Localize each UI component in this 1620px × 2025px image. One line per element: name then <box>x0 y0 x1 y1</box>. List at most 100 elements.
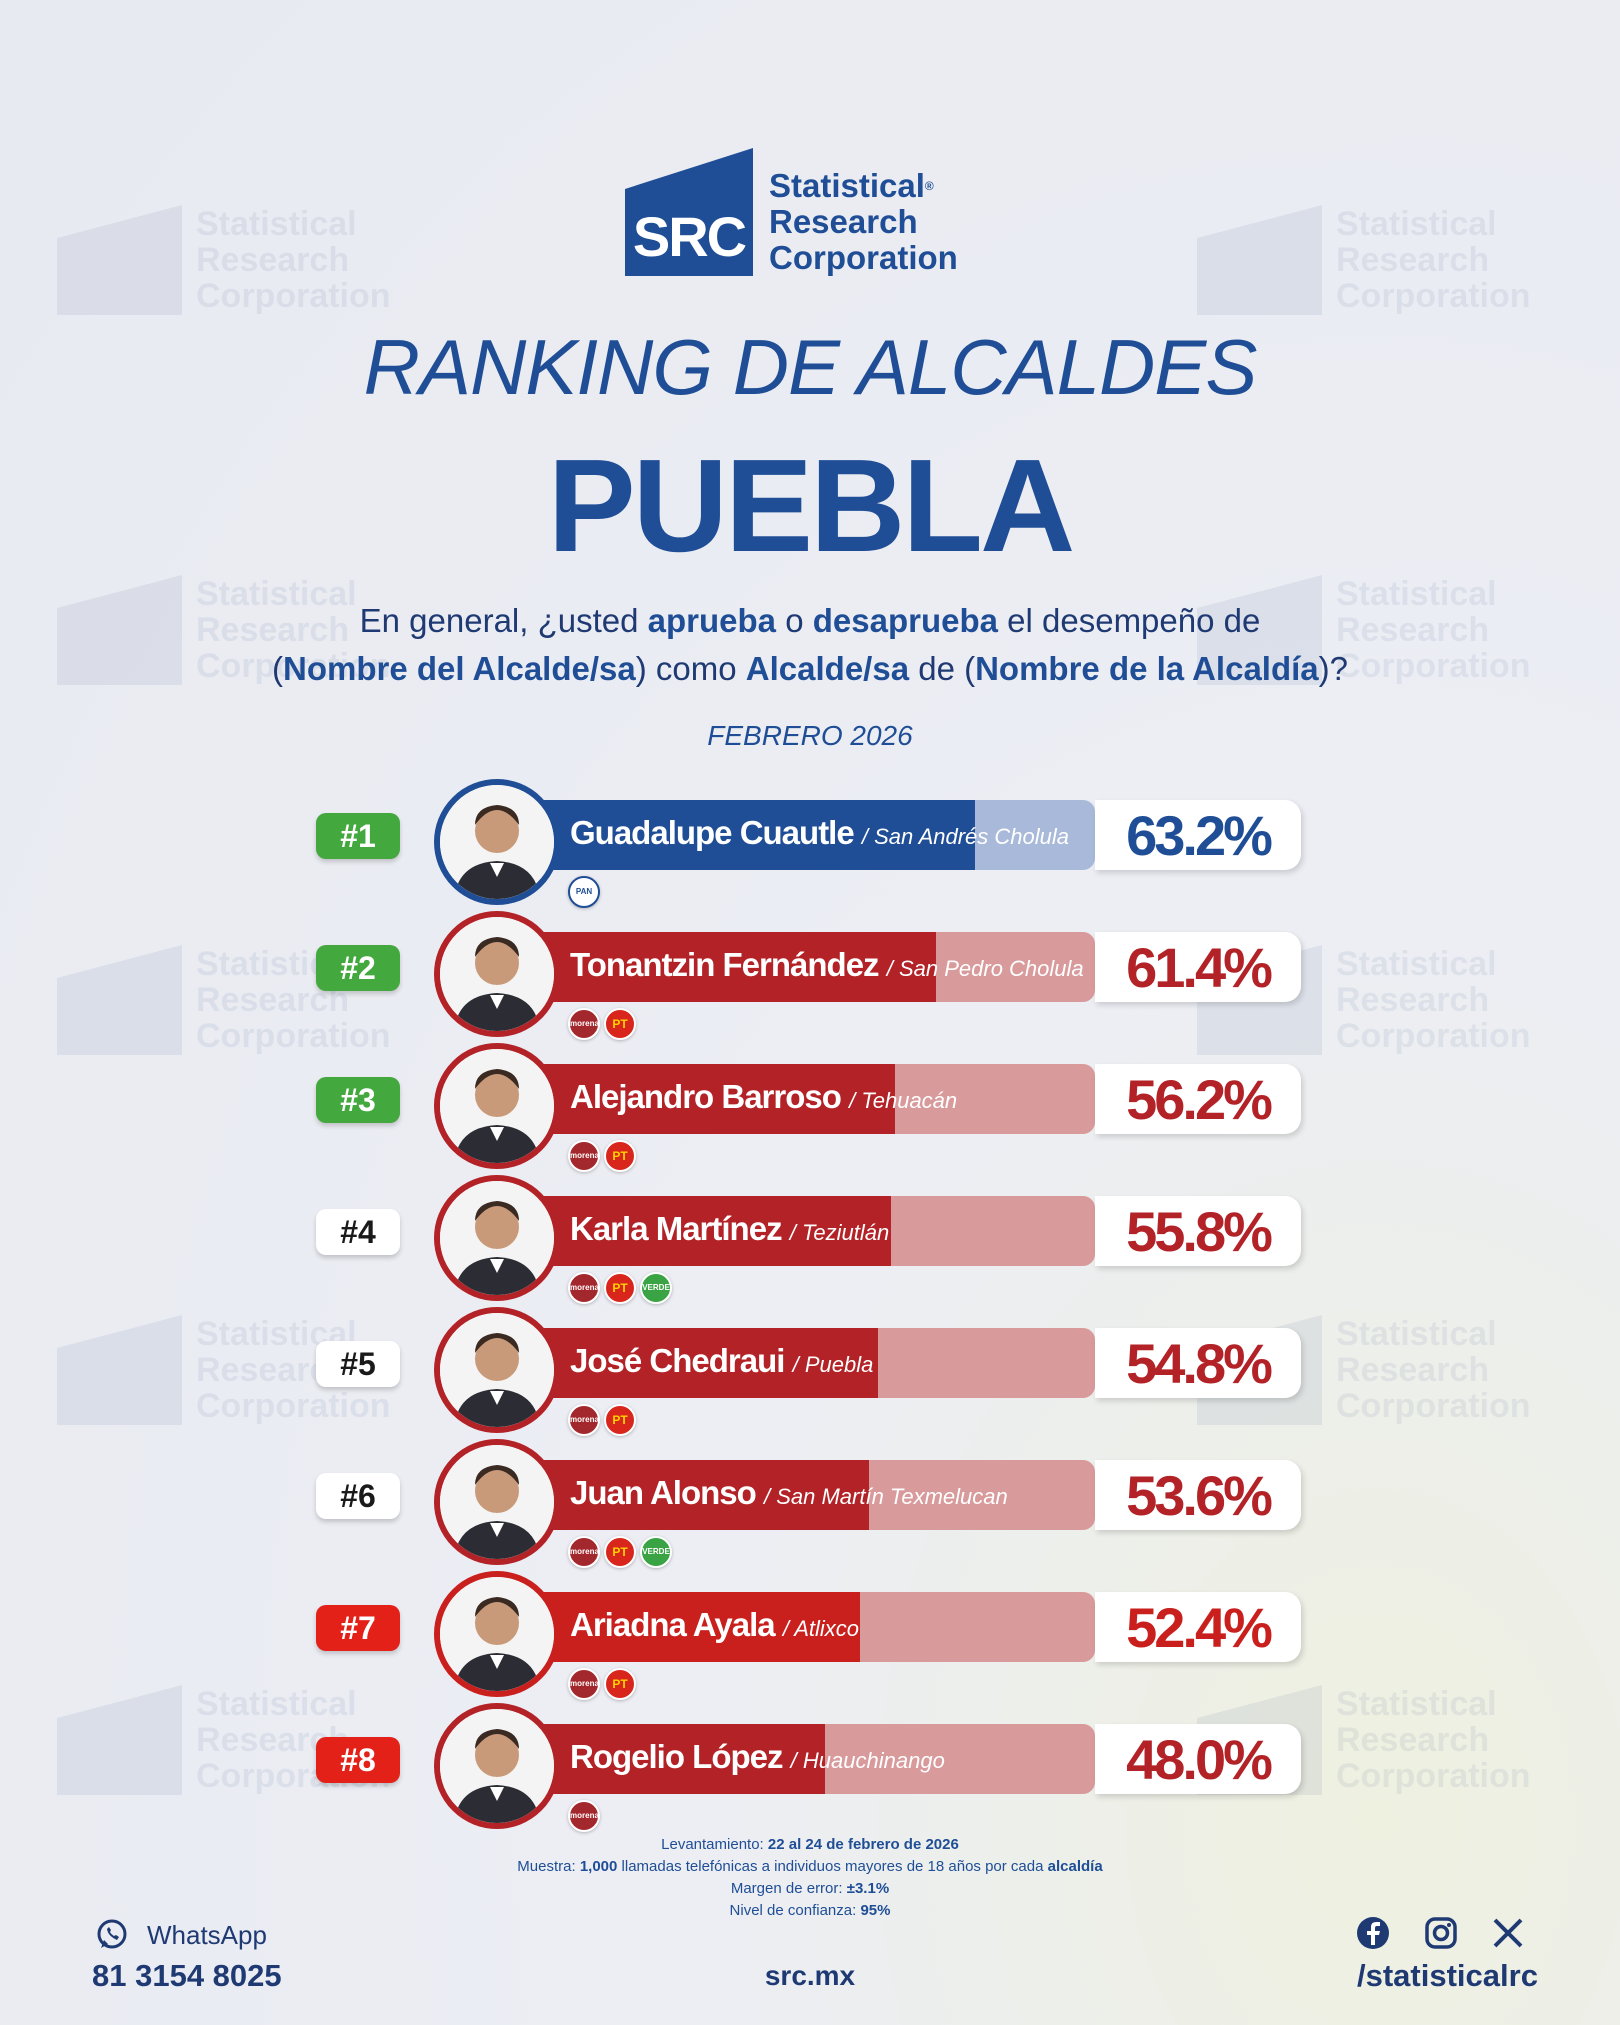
watermark: Statistical Research Corporation <box>1197 575 1531 685</box>
approval-bar: Rogelio López / Huauchinango <box>480 1724 1095 1794</box>
mayor-photo <box>434 911 560 1037</box>
approval-percent: 54.8% <box>1095 1328 1301 1398</box>
mayor-photo <box>434 1175 560 1301</box>
mayor-name-line: Guadalupe Cuautle / San Andrés Cholula <box>570 814 1069 851</box>
approval-percent: 53.6% <box>1095 1460 1301 1530</box>
approval-percent: 56.2% <box>1095 1064 1301 1134</box>
mayor-name-line: Ariadna Ayala / Atlixco <box>570 1606 860 1643</box>
approval-bar: Ariadna Ayala / Atlixco <box>480 1592 1095 1662</box>
rank-badge: #8 <box>316 1737 400 1783</box>
website-link[interactable]: src.mx <box>764 1960 856 1991</box>
mayor-name: Guadalupe Cuautle <box>570 814 855 851</box>
municipality: Teziutlán <box>801 1220 890 1245</box>
mayor-name-line: José Chedraui / Puebla <box>570 1342 874 1379</box>
party-logos: morena PT <box>568 1008 636 1040</box>
ranking-row: #7 Ariadna Ayala / Atlixco 52.4% morena PT <box>0 1562 1620 1700</box>
party-logos: morena PT <box>568 1404 636 1436</box>
instagram-icon[interactable] <box>1424 1916 1458 1950</box>
ranking-row: #4 Karla Martínez / Teziutlán 55.8% morena P… <box>0 1166 1620 1304</box>
watermark: Statistical Research Corporation <box>1197 1685 1531 1795</box>
whatsapp-contact[interactable]: WhatsApp <box>95 1918 267 1952</box>
rank-badge: #3 <box>316 1077 400 1123</box>
x-icon[interactable] <box>1492 1917 1524 1949</box>
phone-number[interactable]: 81 3154 8025 <box>92 1958 282 1993</box>
party-morena-icon: morena <box>568 1008 600 1040</box>
mayor-photo <box>434 1703 560 1829</box>
approval-percent: 61.4% <box>1095 932 1301 1002</box>
mayor-name-line: Rogelio López / Huauchinango <box>570 1738 945 1775</box>
mayor-photo <box>434 1439 560 1565</box>
party-logos: morena PT <box>568 1668 636 1700</box>
mayor-name: Tonantzin Fernández <box>570 946 880 983</box>
party-logos: PAN <box>568 876 600 908</box>
ranking-row: #6 Juan Alonso / San Martín Texmelucan 53.… <box>0 1430 1620 1568</box>
party-logos: morena PT VERDE <box>568 1536 672 1568</box>
brand-name: Statistical® Research Corporation <box>769 167 958 276</box>
mayor-photo <box>434 779 560 905</box>
approval-bar: Juan Alonso / San Martín Texmelucan <box>480 1460 1095 1530</box>
ranking-row: #8 Rogelio López / Huauchinango 48.0% moren… <box>0 1694 1620 1832</box>
municipality: San Martín Texmelucan <box>776 1484 1008 1509</box>
methodology-note: Levantamiento: 22 al 24 de febrero de 20… <box>517 1836 1103 1919</box>
rank-badge: #4 <box>316 1209 400 1255</box>
party-logos: morena PT VERDE <box>568 1272 672 1304</box>
approval-percent: 63.2% <box>1095 800 1301 870</box>
party-pt-icon: PT <box>604 1404 636 1436</box>
party-morena-icon: morena <box>568 1668 600 1700</box>
ranking-row: #2 Tonantzin Fernández / San Pedro Cholul… <box>0 902 1620 1040</box>
party-pt-icon: PT <box>604 1668 636 1700</box>
watermark: Statistical Research Corporation <box>1197 205 1531 315</box>
mayor-photo <box>434 1307 560 1433</box>
facebook-icon[interactable] <box>1356 1916 1390 1950</box>
party-pt-icon: PT <box>604 1008 636 1040</box>
ranking-row: #1 Guadalupe Cuautle / San Andrés Cholula… <box>0 770 1620 908</box>
approval-percent: 52.4% <box>1095 1592 1301 1662</box>
mayor-name-line: Karla Martínez / Teziutlán <box>570 1210 890 1247</box>
watermark: Statistical Research Corporation <box>57 205 391 315</box>
municipality: San Pedro Cholula <box>898 956 1084 981</box>
mayor-name-line: Juan Alonso / San Martín Texmelucan <box>570 1474 1008 1511</box>
municipality: Atlixco <box>794 1616 860 1641</box>
party-pt-icon: PT <box>604 1272 636 1304</box>
municipality: San Andrés Cholula <box>874 824 1069 849</box>
survey-question: En general, ¿usted aprueba o desaprueba … <box>272 602 1348 687</box>
party-logos: morena <box>568 1800 600 1832</box>
party-morena-icon: morena <box>568 1536 600 1568</box>
state-title: PUEBLA <box>547 432 1076 579</box>
rank-badge: #7 <box>316 1605 400 1651</box>
party-morena-icon: morena <box>568 1800 600 1832</box>
social-icons <box>1356 1916 1524 1950</box>
src-logo-icon: SRC <box>625 148 753 276</box>
watermark: Statistical Research Corporation <box>57 575 391 685</box>
page-title: RANKING DE ALCALDES <box>363 323 1258 411</box>
approval-bar: José Chedraui / Puebla <box>480 1328 1095 1398</box>
mayor-name: José Chedraui <box>570 1342 785 1379</box>
party-morena-icon: morena <box>568 1140 600 1172</box>
mayor-name: Alejandro Barroso <box>570 1078 842 1115</box>
whatsapp-label: WhatsApp <box>147 1919 267 1950</box>
approval-bar: Tonantzin Fernández / San Pedro Cholula <box>480 932 1095 1002</box>
ranking-row: #3 Alejandro Barroso / Tehuacán 56.2% moren… <box>0 1034 1620 1172</box>
municipality: Tehuacán <box>861 1088 958 1113</box>
mayor-name: Ariadna Ayala <box>570 1606 776 1643</box>
social-handle[interactable]: /statisticalrc <box>1357 1958 1538 1993</box>
mayor-name: Rogelio López <box>570 1738 783 1775</box>
whatsapp-icon <box>97 1919 127 1949</box>
municipality: Puebla <box>804 1352 874 1377</box>
party-logos: morena PT <box>568 1140 636 1172</box>
rank-badge: #1 <box>316 813 400 859</box>
approval-bar: Guadalupe Cuautle / San Andrés Cholula <box>480 800 1095 870</box>
mayor-photo <box>434 1571 560 1697</box>
rank-badge: #5 <box>316 1341 400 1387</box>
approval-fill <box>480 800 975 870</box>
party-pt-icon: PT <box>604 1140 636 1172</box>
party-verde-icon: VERDE <box>640 1272 672 1304</box>
watermark: Statistical Research Corporation <box>57 945 391 1055</box>
approval-percent: 55.8% <box>1095 1196 1301 1266</box>
party-pt-icon: PT <box>604 1536 636 1568</box>
mayor-name-line: Alejandro Barroso / Tehuacán <box>570 1078 958 1115</box>
municipality: Huauchinango <box>802 1748 945 1773</box>
party-pan-icon: PAN <box>568 876 600 908</box>
party-morena-icon: morena <box>568 1404 600 1436</box>
brand-logo: SRC Statistical® Research Corporation <box>625 148 958 276</box>
